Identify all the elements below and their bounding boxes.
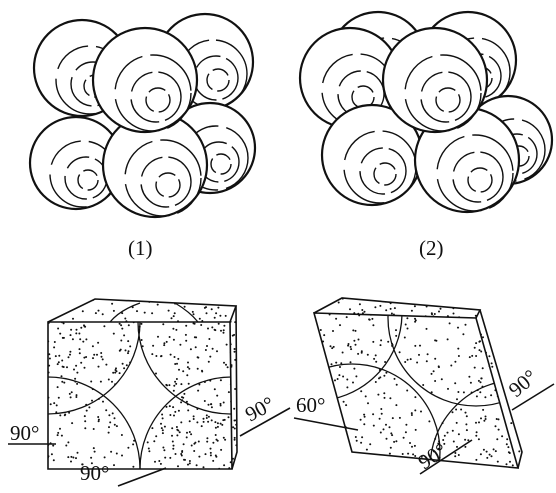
cube-left-angle-label: 90° [10,421,39,445]
cube-top-edges [47,298,238,323]
rhomb-left-angle-label: 60° [296,393,325,417]
rhomb-bottom-angle-label: 90° [414,438,452,474]
sphere-front-top-center [91,26,199,134]
cube-bottom-angle-line [117,467,167,487]
cube-right-angle-line [239,407,291,437]
cube-front-face-fill [48,322,232,469]
cube-bottom-angle-label: 90° [80,461,109,485]
rhomb-front-face-fill [314,313,518,468]
sphere-stack-simple-cubic [28,12,257,219]
cube-right-angle-label: 90° [241,391,278,426]
figure-label-1: (1) [128,236,153,260]
rhomb-bottom-angle-line [419,439,473,475]
rhomb-top-edges [313,297,482,319]
rhomb-right-angle-label: 90° [504,365,542,402]
stipple-dots [48,322,232,469]
cubic-unit-cell [47,298,238,470]
sphere-front-bottom-right [101,111,209,219]
rhomb-left-angle-line [293,417,359,431]
sphere-r-front-bottom-left [320,103,424,207]
rhombohedral-unit-cell [312,297,523,469]
cube-angle-annotations: 90° 90° 90° [8,391,291,487]
rhomb-side-edges [479,309,523,469]
figure-label-2: (2) [419,236,444,260]
sphere-stack-rhombohedral [298,10,554,214]
sphere-r-front-top [381,26,489,134]
cube-side-edges [231,305,238,470]
rhomb-right-angle-line [511,383,555,411]
